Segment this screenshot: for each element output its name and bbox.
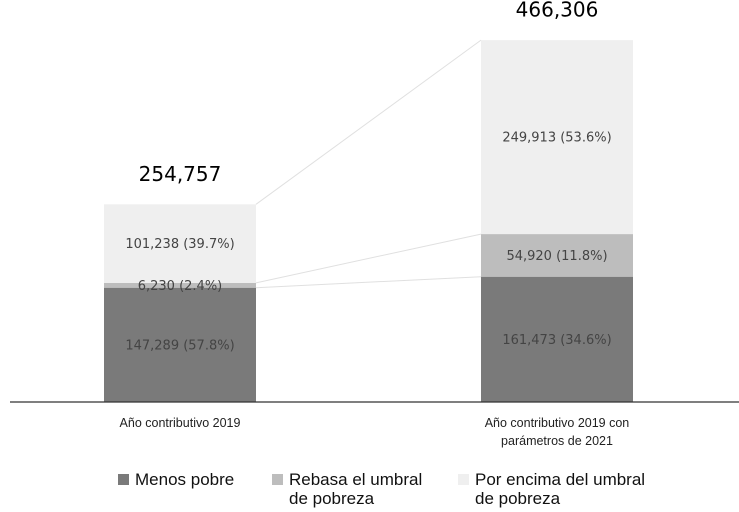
legend-swatch [458,474,469,485]
legend-item: Rebasa el umbral de pobreza [272,470,432,508]
bar-segment [481,40,633,235]
value-label: 147,289 (57.8%) [125,338,234,353]
legend-label: Rebasa el umbral de pobreza [289,470,423,508]
value-label: 249,913 (53.6%) [502,131,611,146]
value-label: 6,230 (2.4%) [138,279,223,294]
legend-swatch [118,474,129,485]
connector-line [255,233,482,284]
legend-swatch [272,474,283,485]
value-label: 54,920 (11.8%) [506,249,607,264]
bar-segment [104,287,256,402]
bar-segment [104,282,256,288]
total-label: 466,306 [516,0,599,22]
value-label: 161,473 (34.6%) [502,333,611,348]
x-tick-label: Año contributivo 2019 [119,416,241,430]
legend-label: Menos pobre [135,470,235,489]
bar-segment [481,276,633,402]
connector-line [255,39,482,205]
x-tick-label: Año contributivo 2019 con parámetros de … [484,416,630,448]
value-label: 101,238 (39.7%) [125,237,234,252]
connector-line [255,276,482,289]
total-label: 254,757 [139,162,222,186]
legend-label: Por encima del umbral de pobreza [475,470,646,508]
legend-item: Menos pobre [118,470,268,489]
legend-item: Por encima del umbral de pobreza [458,470,658,508]
bar-segment [481,234,633,277]
bar-segment [104,204,256,283]
